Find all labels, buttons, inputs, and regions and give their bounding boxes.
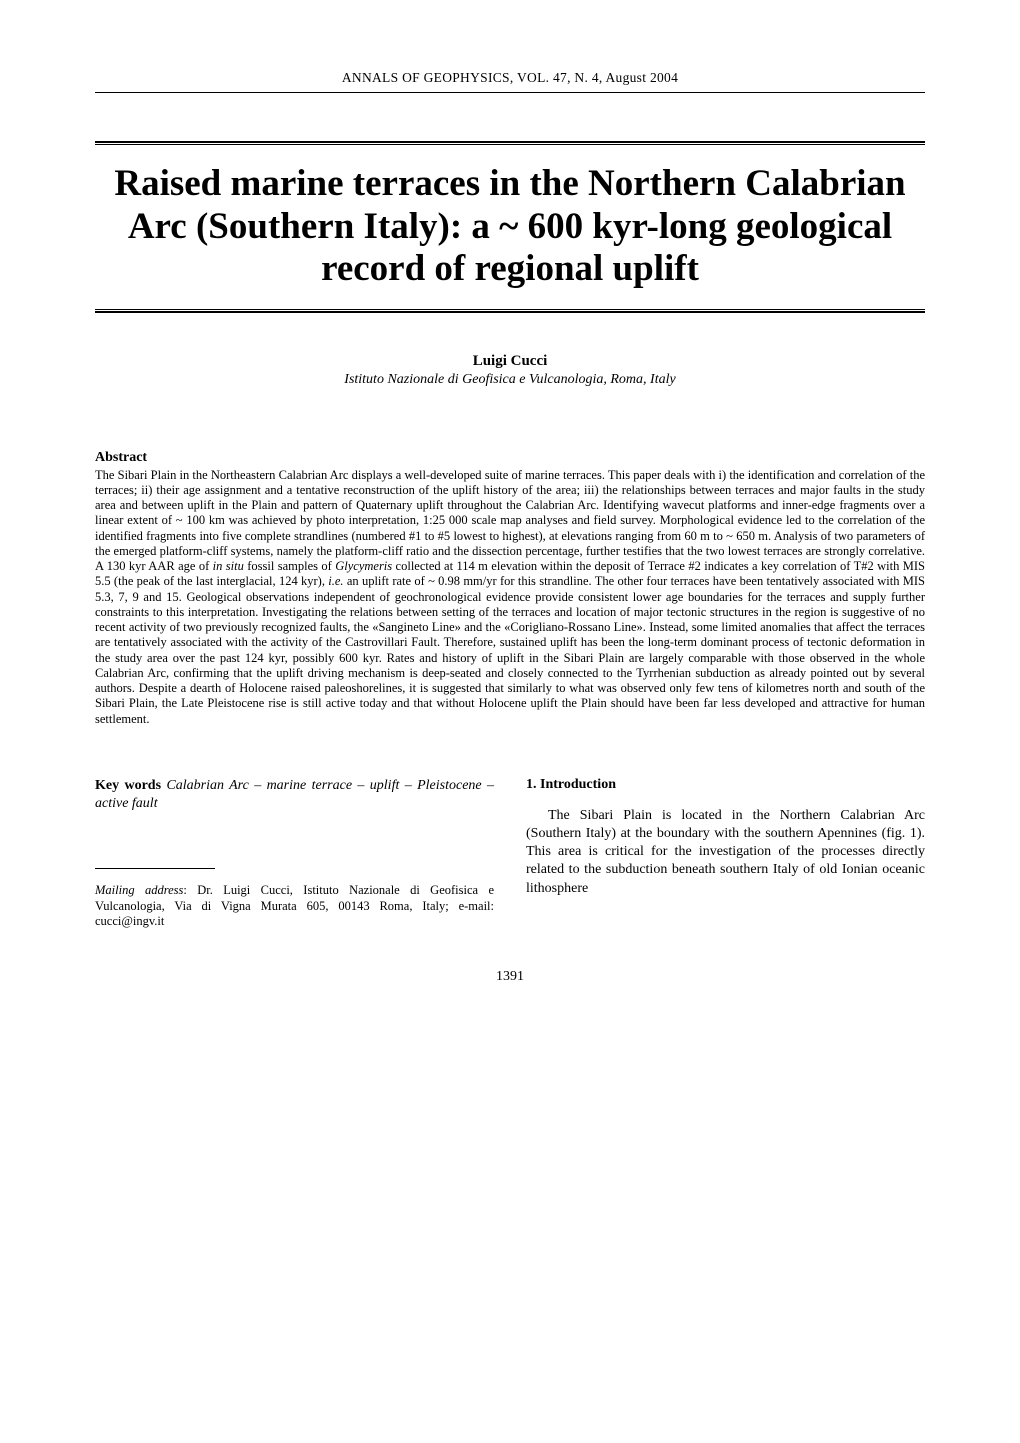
page-number: 1391: [95, 969, 925, 985]
right-column: 1. Introduction The Sibari Plain is loca…: [526, 777, 925, 929]
header-divider: [95, 92, 925, 93]
abstract-body: The Sibari Plain in the Northeastern Cal…: [95, 468, 925, 727]
abstract-italic-term: Glycymeris: [335, 559, 392, 573]
keywords-label: Key words: [95, 778, 161, 793]
left-column: Key words Calabrian Arc – marine terrace…: [95, 777, 494, 929]
abstract-text: an uplift rate of ~ 0.98 mm/yr for this …: [95, 574, 925, 725]
introduction-body: The Sibari Plain is located in the North…: [526, 807, 925, 898]
mailing-address-footnote: Mailing address: Dr. Luigi Cucci, Istitu…: [95, 883, 494, 929]
abstract-italic-term: in situ: [213, 559, 244, 573]
abstract-text: The Sibari Plain in the Northeastern Cal…: [95, 468, 925, 574]
abstract-text: fossil samples of: [244, 559, 335, 573]
title-bottom-rule-thick: [95, 311, 925, 313]
title-top-rule-thick: [95, 141, 925, 143]
two-column-layout: Key words Calabrian Arc – marine terrace…: [95, 777, 925, 929]
keywords-block: Key words Calabrian Arc – marine terrace…: [95, 777, 494, 813]
journal-header: ANNALS OF GEOPHYSICS, VOL. 47, N. 4, Aug…: [95, 70, 925, 86]
footnote-divider: [95, 868, 215, 869]
section-heading-introduction: 1. Introduction: [526, 777, 925, 793]
author-affiliation: Istituto Nazionale di Geofisica e Vulcan…: [95, 372, 925, 388]
abstract-italic-term: i.e.: [328, 574, 343, 588]
paper-title: Raised marine terraces in the Northern C…: [95, 163, 925, 291]
title-bottom-rule-thin: [95, 309, 925, 310]
title-top-rule-thin: [95, 144, 925, 145]
title-block: Raised marine terraces in the Northern C…: [95, 141, 925, 313]
footnote-label: Mailing address: [95, 883, 183, 897]
author-name: Luigi Cucci: [95, 353, 925, 370]
abstract-heading: Abstract: [95, 450, 925, 466]
